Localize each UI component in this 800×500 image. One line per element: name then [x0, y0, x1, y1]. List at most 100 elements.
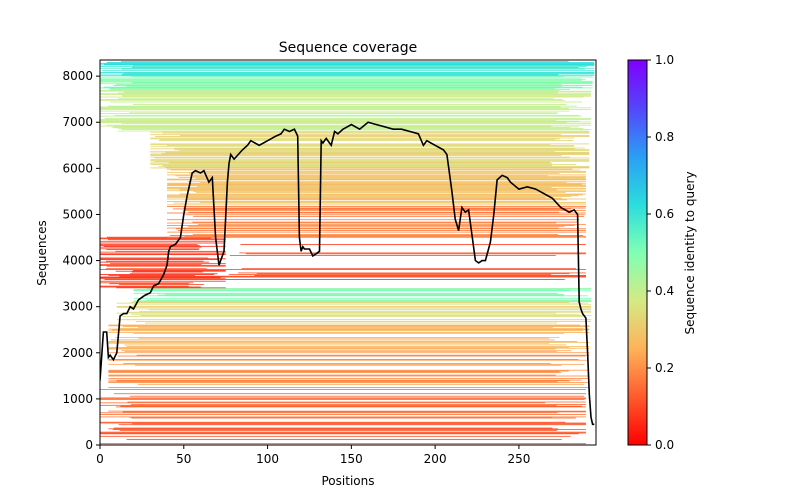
coverage-row	[133, 65, 595, 67]
coverage-row	[139, 311, 591, 312]
coverage-row	[108, 239, 226, 241]
coverage-row	[100, 251, 226, 253]
coverage-row	[155, 136, 590, 137]
coverage-row	[167, 227, 559, 229]
coverage-row	[100, 87, 593, 89]
coverage-row	[100, 389, 586, 390]
coverage-row	[100, 81, 593, 83]
coverage-row	[150, 134, 562, 136]
coverage-row	[104, 63, 595, 65]
coverage-row	[121, 350, 572, 352]
coverage-row	[198, 224, 586, 226]
coverage-row	[114, 427, 553, 429]
coverage-row	[100, 106, 561, 108]
coverage-row	[100, 90, 591, 92]
coverage-row	[150, 143, 590, 145]
coverage-row	[100, 238, 226, 240]
coverage-row	[100, 282, 194, 284]
coverage-row	[200, 182, 567, 183]
coverage-row	[115, 270, 226, 272]
coverage-row	[100, 246, 202, 248]
coverage-row	[116, 380, 570, 382]
coverage-row	[108, 347, 569, 348]
coverage-row	[118, 284, 204, 285]
coverage-row	[100, 80, 581, 81]
coverage-row	[179, 150, 590, 151]
coverage-row	[167, 231, 587, 233]
coverage-row	[108, 381, 558, 383]
coverage-row	[100, 72, 595, 73]
coverage-row	[108, 410, 586, 412]
coverage-row	[100, 264, 202, 266]
coverage-row	[124, 351, 557, 352]
coverage-row	[116, 406, 586, 408]
coverage-row	[169, 235, 584, 236]
coverage-row	[118, 424, 586, 426]
coverage-row	[130, 273, 218, 275]
coverage-row	[167, 183, 583, 185]
coverage-row	[117, 355, 586, 357]
y-tick-label: 7000	[62, 115, 93, 129]
coverage-row	[144, 322, 557, 324]
coverage-row	[167, 201, 557, 202]
coverage-row	[100, 259, 218, 261]
coverage-row	[100, 433, 579, 435]
coverage-row	[184, 235, 586, 237]
coverage-row	[106, 236, 226, 238]
coverage-row	[188, 211, 559, 213]
coverage-row	[108, 275, 195, 276]
coverage-row	[100, 96, 584, 98]
coverage-row	[167, 236, 586, 238]
coverage-row	[120, 61, 569, 63]
y-tick-label: 4000	[62, 254, 93, 268]
coverage-row	[100, 253, 226, 255]
coverage-row	[168, 162, 552, 164]
coverage-row	[113, 393, 586, 395]
coverage-row	[150, 152, 590, 154]
coverage-row	[100, 280, 226, 282]
coverage-row	[108, 359, 587, 361]
x-tick-label: 150	[340, 452, 363, 466]
coverage-row	[100, 90, 559, 91]
coverage-row	[108, 342, 590, 343]
coverage-row	[132, 82, 593, 84]
coverage-row	[100, 93, 591, 95]
coverage-row	[109, 101, 583, 103]
coverage-row	[108, 371, 560, 373]
y-tick-label: 2000	[62, 346, 93, 360]
coverage-row	[136, 354, 590, 356]
coverage-row	[108, 378, 590, 379]
coverage-row	[167, 198, 586, 200]
coverage-row	[150, 156, 570, 158]
coverage-row	[103, 86, 583, 88]
coverage-row	[170, 169, 581, 171]
x-tick-label: 250	[507, 452, 530, 466]
coverage-row	[108, 387, 590, 389]
coverage-row	[135, 321, 591, 322]
coverage-row	[100, 79, 586, 81]
coverage-row	[167, 206, 586, 207]
coverage-row	[165, 151, 590, 153]
coverage-row	[175, 228, 586, 230]
coverage-row	[100, 286, 201, 288]
coverage-row	[129, 112, 559, 114]
coverage-row	[167, 187, 586, 189]
coverage-row	[102, 70, 595, 72]
coverage-row	[130, 301, 569, 303]
y-axis: 0 1000 2000 3000 4000 5000 6000 7000 8000	[62, 69, 100, 452]
coverage-row	[190, 176, 586, 178]
coverage-row	[167, 219, 580, 221]
coverage-row	[100, 109, 591, 110]
coverage-row	[105, 268, 207, 270]
coverage-row	[116, 312, 557, 314]
coverage-row	[150, 164, 577, 166]
coverage-row	[167, 168, 573, 170]
x-tick-label: 50	[176, 452, 191, 466]
coverage-row	[116, 84, 562, 86]
y-tick-label: 1000	[62, 392, 93, 406]
coverage-row	[108, 328, 590, 330]
coverage-row	[146, 299, 591, 301]
coverage-row	[100, 244, 198, 246]
coverage-row	[159, 139, 556, 141]
